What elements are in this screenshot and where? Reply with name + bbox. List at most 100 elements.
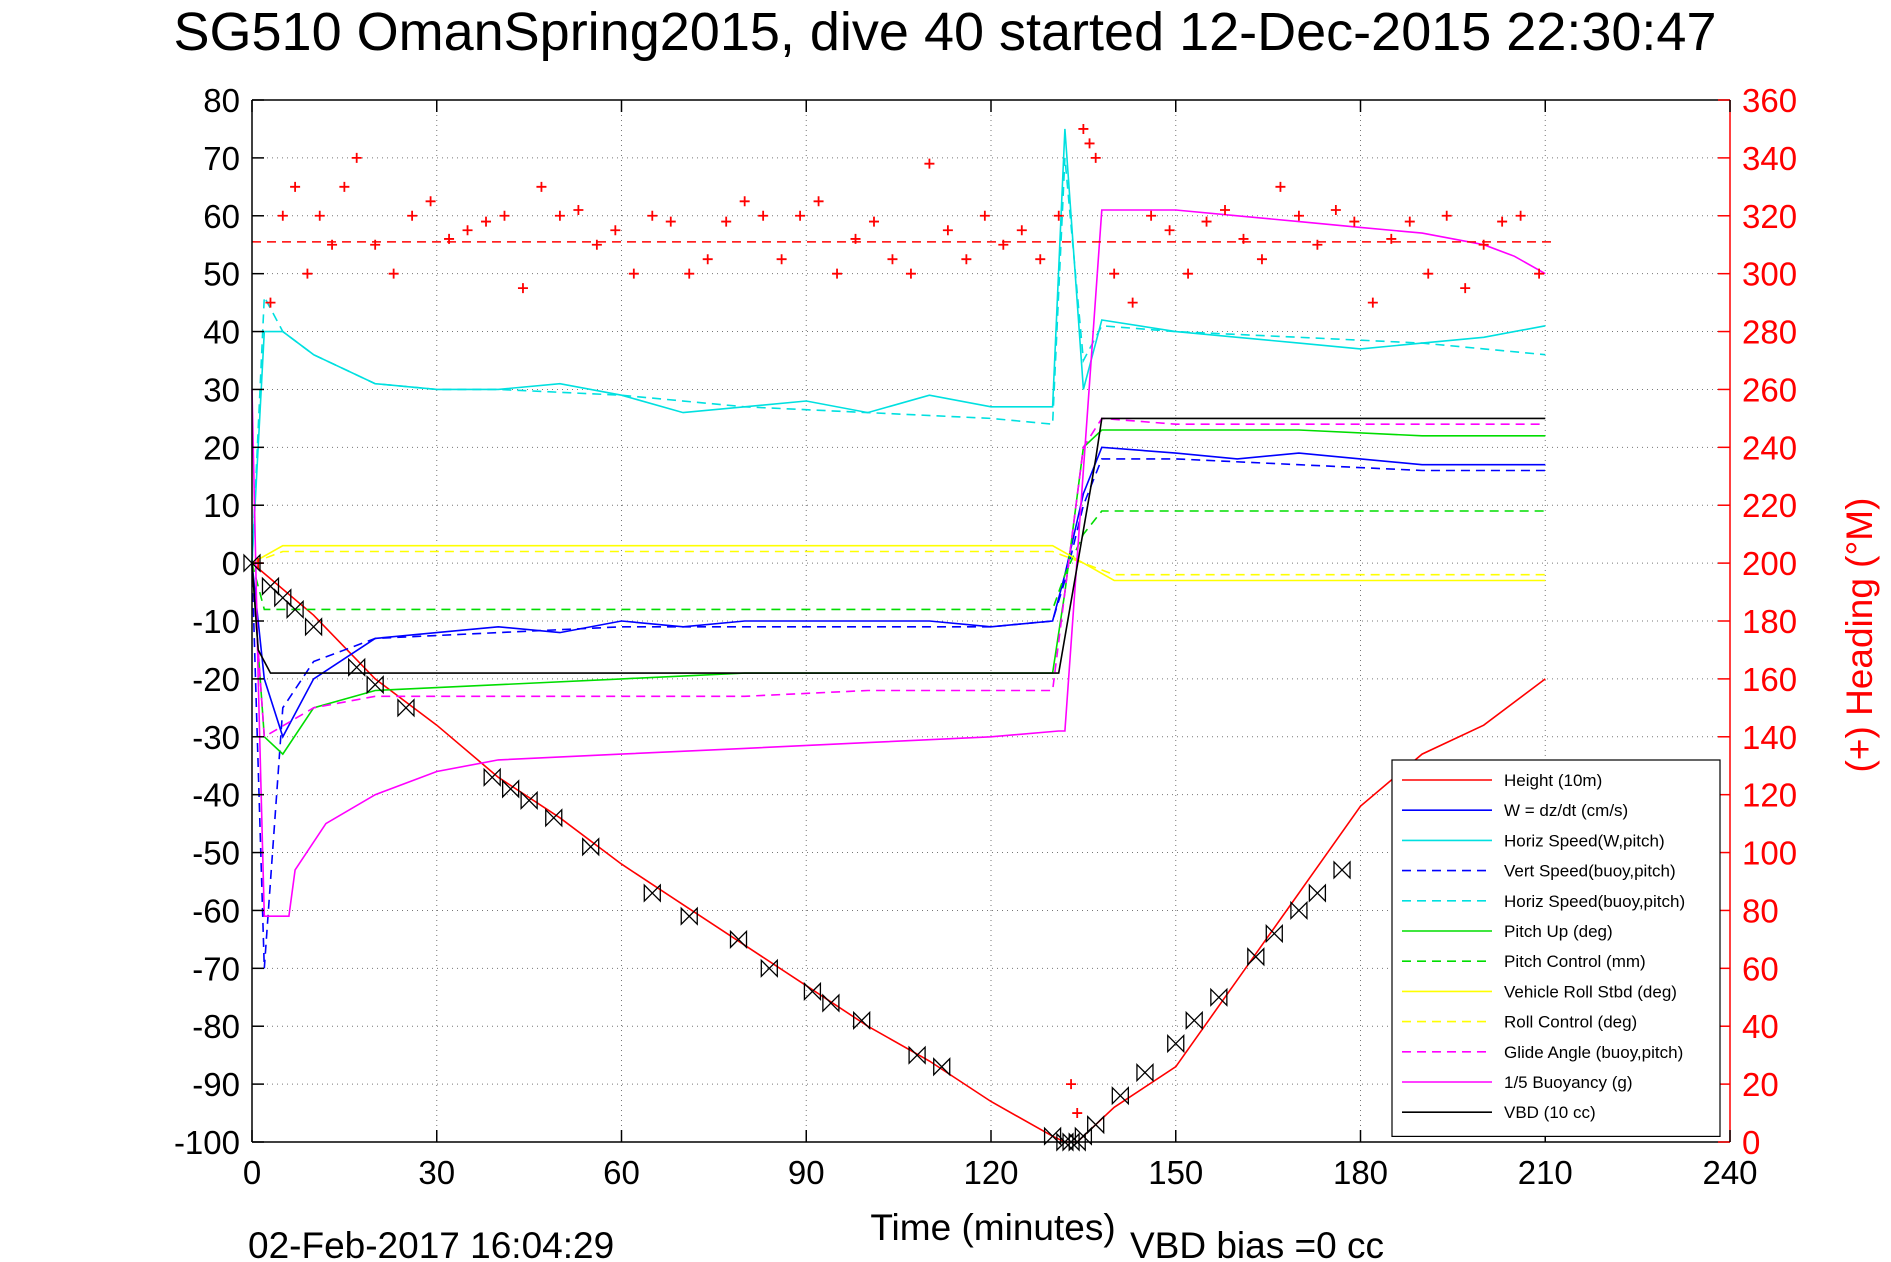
series-line — [251, 458, 1546, 969]
legend-entry-label: VBD (10 cc) — [1504, 1103, 1596, 1122]
chart-title: SG510 OmanSpring2015, dive 40 started 12… — [173, 2, 1716, 62]
y-right-tick-label: 280 — [1742, 314, 1797, 351]
heading-point — [850, 233, 861, 244]
heading-point — [1478, 239, 1489, 250]
y-left-tick-label: -90 — [192, 1066, 240, 1103]
y-left-tick-label: 20 — [203, 429, 240, 466]
series-layer — [251, 128, 1546, 1143]
y-right-tick-label: 0 — [1742, 1124, 1760, 1161]
series-line — [251, 429, 1546, 756]
legend-entry-label: 1/5 Buoyancy (g) — [1504, 1073, 1633, 1092]
heading-point — [1460, 283, 1471, 294]
heading-point — [758, 210, 769, 221]
sample-marker — [1308, 883, 1327, 903]
heading-point — [302, 268, 313, 279]
heading-point — [721, 216, 732, 227]
heading-point — [979, 210, 990, 221]
heading-point — [702, 254, 713, 265]
heading-point — [1078, 123, 1089, 134]
heading-layer — [252, 123, 1552, 1119]
heading-point — [1084, 138, 1095, 149]
heading-point — [739, 196, 750, 207]
heading-point — [407, 210, 418, 221]
sample-marker — [1167, 1034, 1185, 1054]
sample-marker — [483, 767, 501, 787]
y-right-tick-label: 160 — [1742, 661, 1797, 698]
heading-point — [942, 225, 953, 236]
heading-point — [813, 196, 824, 207]
y-left-tick-label: -100 — [174, 1124, 240, 1161]
series-line — [251, 446, 1546, 739]
legend-entry-label: Vehicle Roll Stbd (deg) — [1504, 982, 1677, 1001]
legend-entry-label: Pitch Control (mm) — [1504, 952, 1646, 971]
x-tick-label: 240 — [1702, 1154, 1757, 1191]
heading-point — [610, 225, 621, 236]
heading-point — [554, 210, 565, 221]
sample-marker — [286, 599, 304, 619]
heading-point — [370, 239, 381, 250]
heading-point — [1072, 1108, 1083, 1119]
heading-point — [573, 204, 584, 215]
heading-point — [290, 181, 301, 192]
heading-point — [1441, 210, 1452, 221]
sample-marker — [348, 657, 366, 677]
y-right-tick-label: 260 — [1742, 371, 1797, 408]
heading-point — [517, 283, 528, 294]
heading-point — [462, 225, 473, 236]
x-tick-label: 210 — [1518, 1154, 1573, 1191]
heading-point — [1349, 216, 1360, 227]
heading-point — [481, 216, 492, 227]
y-left-ticks: 80 70 60 50 40 30 20 10 0 -10 -20 -30 -40 -50 -60 -70 -8… — [174, 82, 264, 1161]
x-ticks: 0 30 60 90 120 150 180 210 240 — [243, 100, 1758, 1191]
y-left-tick-label: -70 — [192, 950, 240, 987]
heading-point — [1386, 233, 1397, 244]
series-line — [251, 157, 1546, 564]
y-left-tick-label: 30 — [203, 371, 240, 408]
heading-point — [1109, 268, 1120, 279]
legend: Height (10m) W = dz/dt (cm/s) Horiz Speed(… — [1391, 759, 1721, 1137]
sample-marker — [545, 808, 563, 828]
y-left-tick-label: 50 — [203, 256, 240, 293]
y-left-tick-label: 70 — [203, 140, 240, 177]
x-tick-label: 0 — [243, 1154, 261, 1191]
y-left-tick-label: -20 — [192, 661, 240, 698]
heading-point — [905, 268, 916, 279]
y-right-tick-label: 60 — [1742, 950, 1779, 987]
heading-point — [1183, 268, 1194, 279]
heading-point — [1330, 204, 1341, 215]
y-left-tick-label: 40 — [203, 314, 240, 351]
sample-marker — [243, 553, 261, 573]
sample-marker — [1210, 987, 1228, 1007]
heading-point — [425, 196, 436, 207]
heading-point — [1090, 152, 1101, 163]
legend-entry-label: Roll Control (deg) — [1504, 1013, 1637, 1032]
sample-marker — [853, 1010, 871, 1030]
heading-point — [924, 158, 935, 169]
y-right-axis-label: (+) Heading (°M) — [1839, 498, 1880, 773]
heading-point — [1146, 210, 1157, 221]
heading-point — [776, 254, 787, 265]
sample-marker — [680, 906, 698, 926]
sample-marker — [1136, 1062, 1154, 1083]
legend-entry-label: Vert Speed(buoy,pitch) — [1504, 862, 1676, 881]
heading-point — [1497, 216, 1508, 227]
sample-marker — [1111, 1086, 1129, 1106]
y-left-tick-label: -10 — [192, 603, 240, 640]
heading-point — [1423, 268, 1434, 279]
x-tick-label: 90 — [788, 1154, 825, 1191]
heading-point — [1275, 181, 1286, 192]
sample-marker — [397, 698, 415, 718]
heading-point — [339, 181, 350, 192]
sample-marker — [520, 790, 538, 811]
heading-point — [1256, 254, 1267, 265]
series-line — [251, 562, 1546, 1143]
y-right-tick-label: 120 — [1742, 777, 1797, 814]
x-tick-label: 120 — [963, 1154, 1018, 1191]
sample-marker — [1185, 1010, 1203, 1030]
timestamp-label: 02-Feb-2017 16:04:29 — [248, 1225, 614, 1262]
sample-marker — [760, 958, 778, 978]
marker-layer — [243, 553, 1351, 1152]
heading-point — [351, 152, 362, 163]
heading-point — [1016, 225, 1027, 236]
